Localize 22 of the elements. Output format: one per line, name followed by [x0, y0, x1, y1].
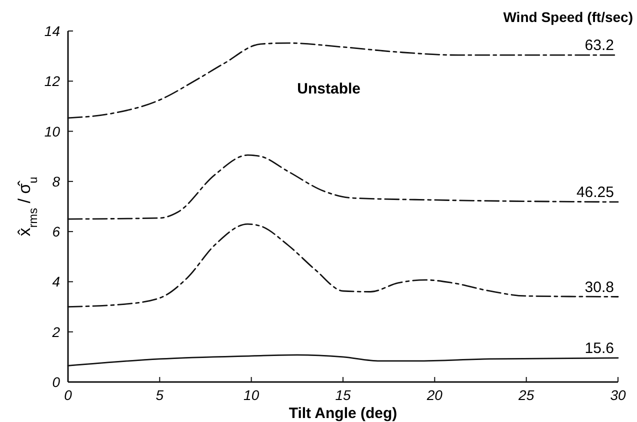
y-tick-label: 14 — [44, 23, 60, 39]
x-tick-label: 0 — [64, 387, 72, 403]
y-tick-label: 4 — [52, 274, 60, 290]
x-tick-label: 30 — [610, 387, 626, 403]
series-label: 30.8 — [584, 278, 614, 296]
series-label: 63.2 — [584, 37, 614, 54]
y-tick-label: 6 — [52, 224, 60, 240]
y-tick-label: 10 — [44, 123, 60, 140]
y-tick-label: 0 — [52, 374, 60, 390]
x-axis-title: Tilt Angle (deg) — [288, 405, 398, 422]
x-tick-label: 15 — [335, 387, 351, 403]
y-tick-label: 2 — [51, 324, 60, 340]
x-tick-label: 20 — [426, 387, 443, 403]
annotation: Unstable — [297, 80, 361, 98]
y-tick-label: 12 — [44, 73, 60, 90]
y-tick-label: 8 — [52, 173, 60, 190]
series-label: 15.6 — [584, 340, 614, 357]
x-tick-label: 10 — [244, 387, 260, 403]
legend-title: Wind Speed (ft/sec) — [503, 9, 633, 25]
x-tick-label: 5 — [156, 387, 164, 403]
series-label: 46.25 — [576, 184, 614, 201]
x-tick-label: 25 — [518, 387, 534, 403]
